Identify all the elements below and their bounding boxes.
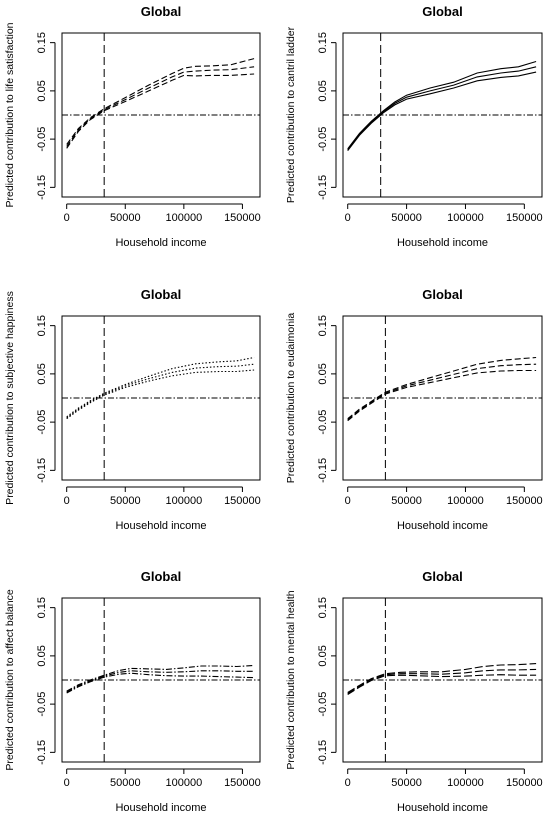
y-tick-label: 0.15 — [36, 32, 48, 53]
chart-panel-4: Global 0 50000 100000 150000 -0.15 -0.05 0.05 0.… — [285, 287, 543, 532]
y-tick-label: -0.15 — [36, 740, 48, 765]
series-line-1 — [66, 664, 255, 692]
y-tick-label: -0.05 — [36, 692, 48, 717]
x-axis-label: Household income — [115, 802, 206, 814]
plot-frame — [61, 315, 261, 481]
series-line-3 — [66, 73, 255, 149]
series-line-3 — [347, 674, 537, 695]
series-line-1 — [66, 58, 255, 145]
x-tick-label: 0 — [64, 777, 70, 789]
y-axis-label: Predicted contribution to affect balance — [4, 589, 16, 771]
x-axis-label: Household income — [115, 520, 206, 532]
series-line-3 — [66, 672, 255, 694]
x-axis-label: Household income — [397, 802, 488, 814]
y-tick-label: 0.15 — [36, 597, 48, 618]
chart-panel-1: Global 0 50000 100000 150000 -0.15 -0.05 0.05 0.… — [4, 4, 261, 249]
y-tick-label: -0.15 — [36, 458, 48, 483]
x-tick-label: 50000 — [391, 212, 422, 224]
x-tick-label: 150000 — [506, 777, 543, 789]
x-tick-label: 50000 — [391, 777, 422, 789]
chart-title: Global — [141, 287, 181, 302]
y-tick-label: -0.15 — [317, 740, 329, 765]
y-tick-label: -0.15 — [317, 175, 329, 200]
y-tick-label: -0.05 — [317, 692, 329, 717]
series-line-3 — [66, 369, 255, 420]
y-tick-label: 0.05 — [36, 363, 48, 384]
y-tick-label: -0.05 — [317, 410, 329, 435]
chart-panel-5: Global 0 50000 100000 150000 -0.15 -0.05 0.05 0.… — [4, 569, 261, 814]
y-axis-label: Predicted contribution to life satisfact… — [4, 22, 16, 207]
x-tick-label: 150000 — [224, 777, 261, 789]
x-tick-label: 50000 — [391, 495, 422, 507]
y-tick-label: 0.05 — [36, 80, 48, 101]
x-tick-label: 100000 — [447, 777, 484, 789]
y-tick-label: -0.05 — [317, 127, 329, 152]
y-tick-label: 0.15 — [317, 32, 329, 53]
series-line-3 — [347, 71, 537, 152]
x-tick-label: 100000 — [447, 495, 484, 507]
series-line-2 — [347, 66, 537, 151]
y-tick-label: -0.05 — [36, 127, 48, 152]
series-line-1 — [66, 356, 255, 418]
x-tick-label: 0 — [345, 777, 351, 789]
chart-panel-3: Global 0 50000 100000 150000 -0.15 -0.05 0.05 0.… — [4, 287, 261, 532]
y-tick-label: 0.15 — [36, 315, 48, 336]
chart-panel-2: Global 0 50000 100000 150000 -0.15 -0.05 0.05 0.… — [285, 4, 543, 249]
y-tick-label: 0.15 — [317, 315, 329, 336]
series-line-2 — [66, 363, 255, 419]
x-tick-label: 50000 — [110, 495, 141, 507]
y-tick-label: -0.15 — [317, 458, 329, 483]
y-axis-label: Predicted contribution to cantril ladder — [285, 26, 297, 203]
chart-title: Global — [422, 569, 462, 584]
chart-panel-6: Global 0 50000 100000 150000 -0.15 -0.05 0.05 0.… — [285, 569, 543, 814]
chart-title: Global — [141, 569, 181, 584]
y-tick-label: 0.05 — [317, 363, 329, 384]
x-tick-label: 50000 — [110, 777, 141, 789]
x-axis-label: Household income — [115, 237, 206, 249]
x-axis-label: Household income — [397, 237, 488, 249]
series-line-1 — [347, 356, 537, 420]
x-tick-label: 100000 — [165, 495, 202, 507]
series-line-1 — [347, 60, 537, 150]
x-axis-label: Household income — [397, 520, 488, 532]
x-tick-label: 50000 — [110, 212, 141, 224]
series-line-2 — [347, 668, 537, 694]
series-line-2 — [66, 66, 255, 147]
plot-frame — [61, 32, 261, 198]
chart-title: Global — [422, 287, 462, 302]
series-line-2 — [66, 670, 255, 693]
y-axis-label: Predicted contribution to subjective hap… — [4, 291, 16, 505]
x-tick-label: 150000 — [224, 495, 261, 507]
y-tick-label: 0.05 — [36, 645, 48, 666]
x-tick-label: 150000 — [506, 495, 543, 507]
x-tick-label: 100000 — [447, 212, 484, 224]
series-line-2 — [347, 363, 537, 421]
chart-title: Global — [141, 4, 181, 19]
y-tick-label: -0.15 — [36, 175, 48, 200]
x-tick-label: 0 — [64, 495, 70, 507]
chart-title: Global — [422, 4, 462, 19]
x-tick-label: 100000 — [165, 777, 202, 789]
series-line-3 — [347, 369, 537, 422]
x-tick-label: 150000 — [224, 212, 261, 224]
x-tick-label: 100000 — [165, 212, 202, 224]
x-tick-label: 0 — [345, 212, 351, 224]
y-tick-label: 0.05 — [317, 645, 329, 666]
x-tick-label: 0 — [345, 495, 351, 507]
series-line-1 — [347, 663, 537, 693]
y-tick-label: 0.05 — [317, 80, 329, 101]
y-tick-label: 0.15 — [317, 597, 329, 618]
x-tick-label: 0 — [64, 212, 70, 224]
y-axis-label: Predicted contribution to eudaimonia — [285, 313, 297, 484]
y-tick-label: -0.05 — [36, 410, 48, 435]
y-axis-label: Predicted contribution to mental health — [285, 590, 297, 769]
x-tick-label: 150000 — [506, 212, 543, 224]
